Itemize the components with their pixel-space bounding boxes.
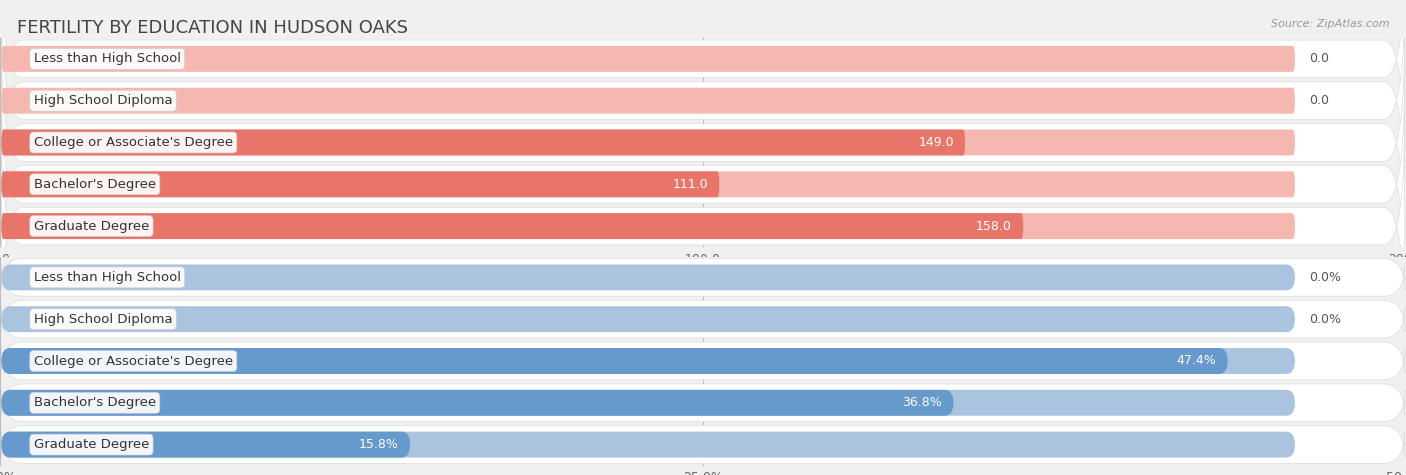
Text: High School Diploma: High School Diploma (34, 94, 173, 107)
Text: High School Diploma: High School Diploma (34, 313, 173, 326)
Text: Graduate Degree: Graduate Degree (34, 438, 149, 451)
FancyBboxPatch shape (1, 213, 1295, 239)
Text: FERTILITY BY EDUCATION IN HUDSON OAKS: FERTILITY BY EDUCATION IN HUDSON OAKS (17, 19, 408, 37)
Text: 47.4%: 47.4% (1177, 354, 1216, 368)
FancyBboxPatch shape (1, 171, 1295, 197)
Text: Less than High School: Less than High School (34, 271, 181, 284)
Text: Source: ZipAtlas.com: Source: ZipAtlas.com (1271, 19, 1389, 29)
Text: Bachelor's Degree: Bachelor's Degree (34, 178, 156, 191)
FancyBboxPatch shape (1, 78, 1405, 291)
FancyBboxPatch shape (1, 390, 953, 416)
FancyBboxPatch shape (1, 306, 1295, 332)
Text: Graduate Degree: Graduate Degree (34, 219, 149, 233)
FancyBboxPatch shape (1, 426, 1405, 464)
FancyBboxPatch shape (1, 384, 1405, 422)
Text: 158.0: 158.0 (976, 219, 1012, 233)
FancyBboxPatch shape (1, 432, 1295, 457)
Text: Less than High School: Less than High School (34, 52, 181, 66)
FancyBboxPatch shape (1, 258, 1405, 296)
Text: College or Associate's Degree: College or Associate's Degree (34, 354, 233, 368)
FancyBboxPatch shape (1, 130, 1295, 155)
FancyBboxPatch shape (1, 46, 1295, 72)
FancyBboxPatch shape (1, 36, 1405, 249)
FancyBboxPatch shape (1, 300, 1405, 338)
Text: Bachelor's Degree: Bachelor's Degree (34, 396, 156, 409)
FancyBboxPatch shape (1, 171, 720, 197)
FancyBboxPatch shape (1, 0, 1405, 165)
FancyBboxPatch shape (1, 213, 1024, 239)
Text: 15.8%: 15.8% (359, 438, 399, 451)
FancyBboxPatch shape (1, 348, 1227, 374)
FancyBboxPatch shape (1, 390, 1295, 416)
FancyBboxPatch shape (1, 265, 1295, 290)
FancyBboxPatch shape (1, 432, 411, 457)
FancyBboxPatch shape (1, 348, 1295, 374)
Text: College or Associate's Degree: College or Associate's Degree (34, 136, 233, 149)
FancyBboxPatch shape (1, 130, 965, 155)
FancyBboxPatch shape (1, 342, 1405, 380)
Text: 149.0: 149.0 (918, 136, 953, 149)
Text: 111.0: 111.0 (672, 178, 709, 191)
Text: 36.8%: 36.8% (903, 396, 942, 409)
Text: 0.0%: 0.0% (1309, 313, 1341, 326)
FancyBboxPatch shape (1, 0, 1405, 207)
FancyBboxPatch shape (1, 88, 1295, 114)
FancyBboxPatch shape (1, 120, 1405, 332)
Text: 0.0: 0.0 (1309, 52, 1329, 66)
Text: 0.0: 0.0 (1309, 94, 1329, 107)
Text: 0.0%: 0.0% (1309, 271, 1341, 284)
